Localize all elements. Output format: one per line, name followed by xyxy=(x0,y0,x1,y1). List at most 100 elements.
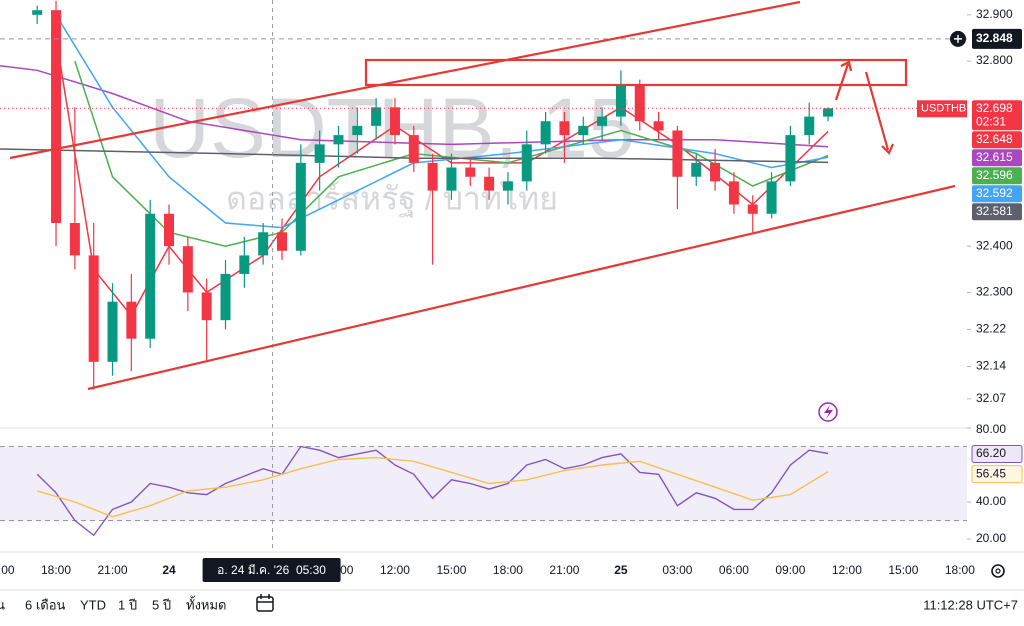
x-tick-label: 12:00 xyxy=(832,563,862,577)
candle-body xyxy=(540,121,551,145)
crosshair-price-label: 32.848 xyxy=(976,31,1013,45)
rsi-tick-label: 20.00 xyxy=(976,531,1006,545)
candle-body xyxy=(465,167,476,177)
candle-body xyxy=(389,107,400,136)
candle-body xyxy=(728,181,739,205)
price-label: 32.648 xyxy=(976,132,1013,146)
y-tick-label: 32.22 xyxy=(976,322,1006,336)
range-button[interactable]: 6 เดือน xyxy=(25,597,66,612)
x-tick-label: 18:00 xyxy=(493,563,523,577)
rsi-value-label: 56.45 xyxy=(976,466,1006,480)
candle-body xyxy=(710,162,721,182)
candle-body xyxy=(371,107,382,126)
moving-average xyxy=(55,14,829,229)
range-button[interactable]: น xyxy=(0,597,5,612)
candle-body xyxy=(615,84,626,117)
upper-channel xyxy=(9,0,801,160)
y-tick-label: 32.800 xyxy=(976,53,1013,67)
crosshair-time-box xyxy=(202,558,341,582)
candle-body xyxy=(145,213,156,339)
x-tick-label: 03:00 xyxy=(662,563,692,577)
range-button[interactable]: ทั้งหมด xyxy=(186,595,227,612)
settings-icon[interactable] xyxy=(991,564,1005,578)
x-tick-label: 06:00 xyxy=(719,563,749,577)
price-label-box xyxy=(972,131,1022,149)
candle-body xyxy=(408,135,419,163)
candle-body xyxy=(201,292,212,321)
rsi-tick-label: 40.00 xyxy=(976,494,1006,508)
x-tick-label: 18:00 xyxy=(945,563,975,577)
calendar-icon[interactable] xyxy=(256,594,274,612)
candle-body xyxy=(446,167,457,191)
crosshair-price-box xyxy=(972,28,1022,49)
price-label: 32.615 xyxy=(976,150,1013,164)
candle-body xyxy=(559,121,570,136)
candle-body xyxy=(823,108,834,117)
x-tick-label: 25 xyxy=(614,563,628,577)
clock: 11:12:28 UTC+7 xyxy=(923,597,1018,612)
resistance-box xyxy=(364,58,908,87)
arrow-down xyxy=(864,71,895,155)
candle-body xyxy=(333,135,344,145)
candle-body xyxy=(51,10,62,224)
y-tick-label: 32.300 xyxy=(976,285,1013,299)
candle-body xyxy=(747,204,758,214)
axes-layer: 32.900 32.800 32.400 32.300 32.22 32.14 32.07 3… xyxy=(0,6,1024,613)
x-tick-label: 21:00 xyxy=(549,563,579,577)
x-tick-label: 09:00 xyxy=(775,563,805,577)
range-button[interactable]: 1 ปี xyxy=(118,597,137,612)
candle-body xyxy=(164,213,175,247)
candle-body xyxy=(69,223,80,256)
lightning-icon[interactable] xyxy=(818,402,838,422)
candle-body xyxy=(653,121,664,131)
data-layer xyxy=(0,0,967,552)
range-button[interactable]: YTD xyxy=(80,597,106,612)
drawings xyxy=(9,0,956,391)
rsi-value-box xyxy=(971,445,1023,464)
price-label: 32.596 xyxy=(976,168,1013,182)
rsi-band xyxy=(0,446,967,521)
moving-average xyxy=(0,65,829,148)
price-label-box xyxy=(972,203,1022,221)
price-label: 32.698 xyxy=(976,101,1013,115)
candle-body xyxy=(126,301,137,339)
candle-body xyxy=(107,301,118,362)
candle-body xyxy=(521,144,532,182)
watermark-name: ดอลลาร์สหรัฐ / บาทไทย xyxy=(226,180,558,218)
price-label-box xyxy=(972,185,1022,203)
candle-body xyxy=(634,84,645,122)
countdown: 02:31 xyxy=(976,114,1006,128)
candle-body xyxy=(691,162,702,177)
y-tick-label: 32.900 xyxy=(976,7,1013,21)
candle-body xyxy=(484,176,495,191)
candle-body xyxy=(182,246,193,293)
plus-icon xyxy=(954,34,962,43)
rsi-line xyxy=(36,445,829,537)
rsi-value-box xyxy=(971,465,1023,484)
crosshair-time-label: อ. 24 มี.ค. '26 05:30 xyxy=(217,563,326,577)
rsi-value-label: 66.20 xyxy=(976,446,1006,460)
x-tick-label: 24 xyxy=(162,563,176,577)
candle-body xyxy=(672,130,683,177)
range-button[interactable]: 5 ปี xyxy=(152,597,171,612)
rsi-tick-label: 80.00 xyxy=(976,422,1006,436)
x-tick-label: 15:00 xyxy=(0,563,15,577)
x-tick-label: 15:00 xyxy=(888,563,918,577)
x-tick-label: 15:00 xyxy=(436,563,466,577)
price-label: 32.581 xyxy=(976,204,1013,218)
y-tick-label: 32.400 xyxy=(976,238,1013,252)
candle-body xyxy=(220,273,231,321)
symbol-box xyxy=(917,100,967,118)
x-tick-label: 12:00 xyxy=(380,563,410,577)
x-tick-label: 21:00 xyxy=(98,563,128,577)
candle-body xyxy=(502,181,513,191)
candle-body xyxy=(785,135,796,182)
x-tick-label: 18:00 xyxy=(41,563,71,577)
lower-channel xyxy=(87,184,956,391)
candle-body xyxy=(32,10,43,15)
candle-body xyxy=(295,162,306,251)
candle-body xyxy=(314,144,325,163)
y-tick-label: 32.07 xyxy=(976,391,1006,405)
candle-body xyxy=(427,162,438,191)
